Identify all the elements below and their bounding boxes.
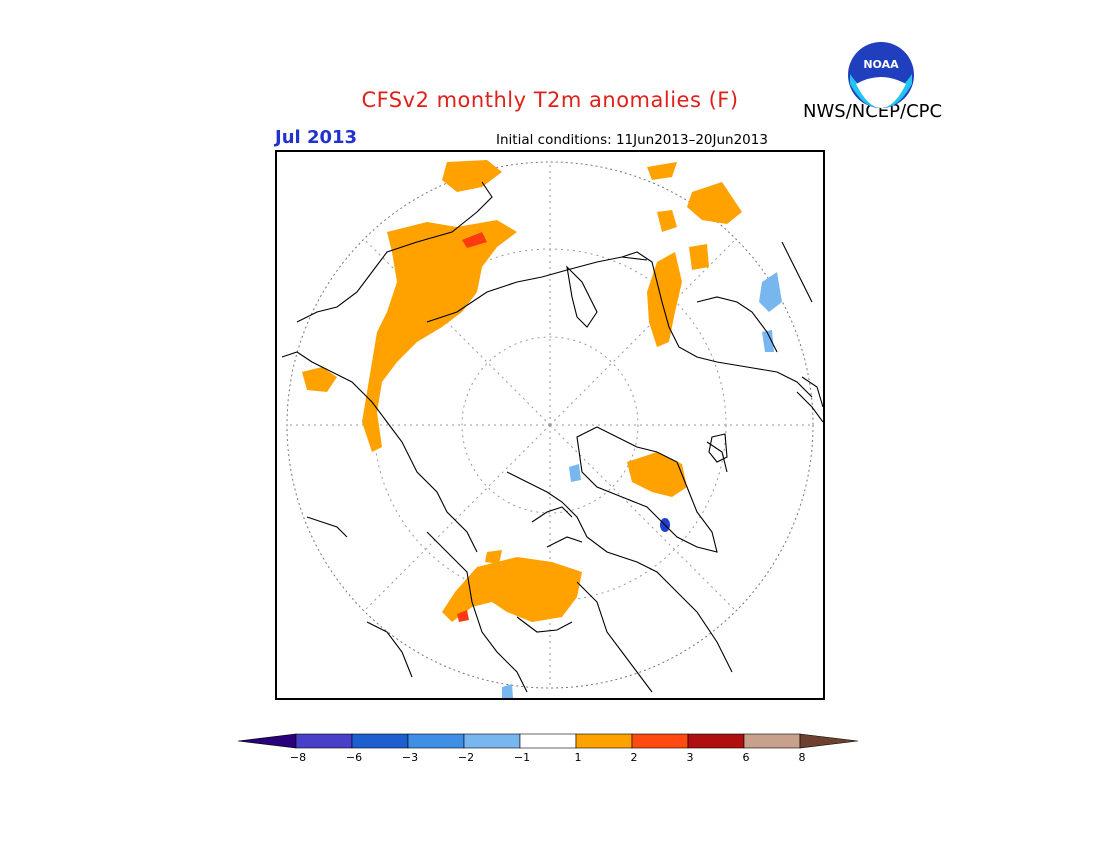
colorbar-swatch [351,733,409,749]
colorbar-tick-label: 8 [798,751,806,764]
colorbar-swatch [631,733,689,749]
colorbar-swatch [407,733,465,749]
polar-map [275,150,825,700]
colorbar-swatch [687,733,745,749]
agency-label: NWS/NCEP/CPC [803,101,943,122]
svg-text:NOAA: NOAA [863,58,899,71]
coastlines [281,181,823,693]
valid-month: Jul 2013 [275,127,358,148]
colorbar-tick-label: −2 [457,751,475,764]
colorbar-tick-label: 6 [742,751,750,764]
colorbar-tick-label: 2 [630,751,638,764]
colorbar-tick-label: −1 [513,751,531,764]
colorbar-tick-label: −3 [401,751,419,764]
colorbar-swatch [743,733,801,749]
colorbar-high-arrow [799,733,859,749]
color-legend-bar [238,733,859,749]
noaa-logo: NOAA [848,42,914,108]
colorbar-tick-label: −8 [289,751,307,764]
warm-anomaly-regions [302,160,742,622]
colorbar-swatch [295,733,353,749]
initial-conditions: Initial conditions: 11Jun2013–20Jun2013 [496,132,768,148]
cool-anomaly-regions [502,272,782,698]
colorbar-tick-label: 3 [686,751,694,764]
colorbar-tick-label: −6 [345,751,363,764]
colorbar-tick-label: 1 [574,751,582,764]
chart-title: CFSv2 monthly T2m anomalies (F) [361,88,739,112]
colorbar-swatch [575,733,633,749]
meridian-lines [287,162,813,688]
colorbar-low-arrow [238,733,297,749]
colorbar-swatch [463,733,521,749]
hot-anomaly-regions [457,232,487,622]
latitude-circle [461,336,639,514]
map-boundary [286,161,814,689]
colorbar-swatch [519,733,577,749]
